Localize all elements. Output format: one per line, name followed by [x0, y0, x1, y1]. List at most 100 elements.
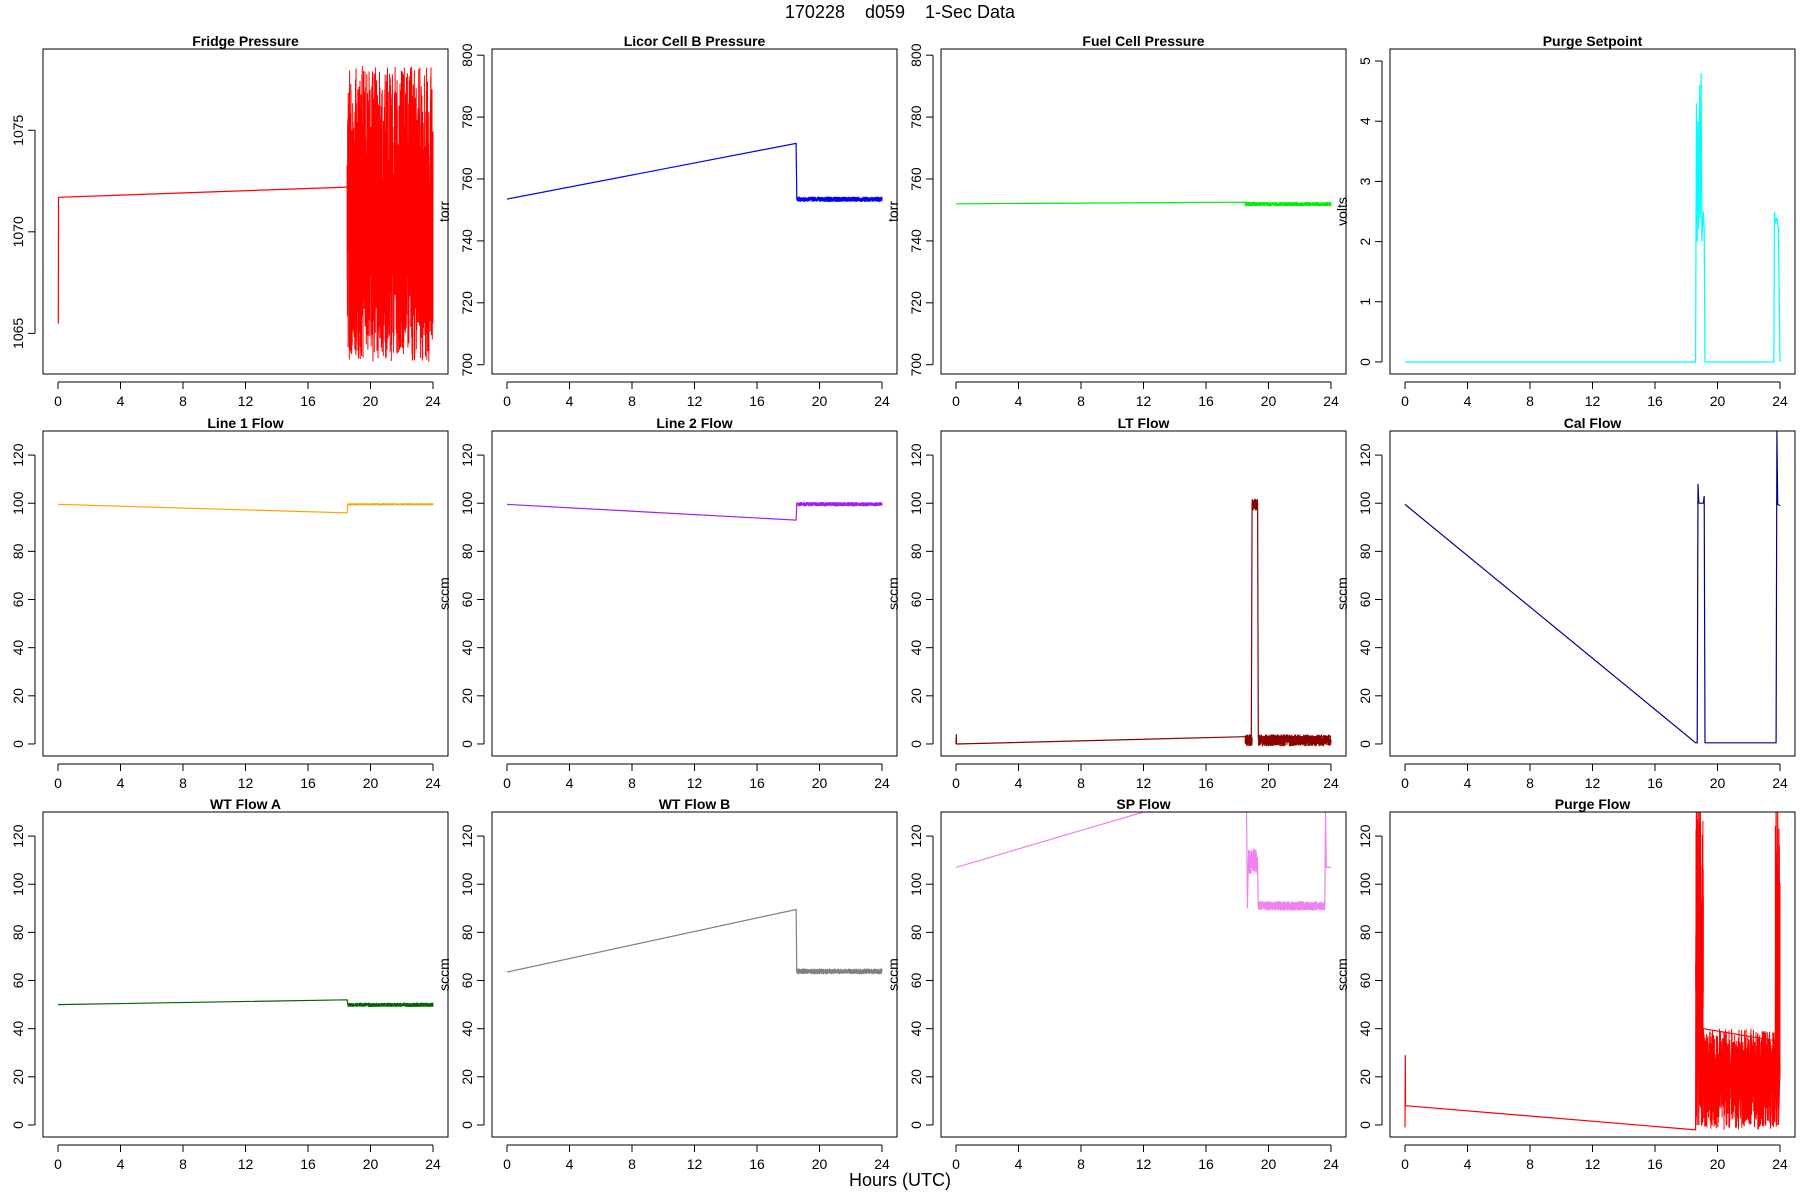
y-tick-label: 100: [908, 491, 924, 515]
x-tick-label: 8: [179, 775, 187, 791]
series-line: [57, 999, 433, 1006]
x-tick-label: 8: [1077, 775, 1085, 791]
y-tick-label: 0: [1357, 358, 1373, 366]
x-tick-label: 4: [117, 775, 125, 791]
y-tick-label: 3: [1357, 177, 1373, 185]
plot-frame: [42, 48, 449, 375]
y-tick-label: 100: [908, 872, 924, 896]
y-tick-label: 700: [908, 353, 924, 377]
y-axis-label: torr: [0, 201, 3, 222]
y-tick-label: 760: [459, 167, 475, 191]
y-tick-label: 120: [1357, 443, 1373, 467]
y-tick-label: 700: [459, 353, 475, 377]
x-tick-label: 12: [1136, 1156, 1152, 1172]
panel-title: WT Flow A: [210, 796, 281, 812]
x-tick-label: 12: [238, 393, 254, 409]
x-tick-label: 0: [503, 1156, 511, 1172]
x-tick-label: 24: [874, 775, 890, 791]
noise-band: [347, 1002, 434, 1008]
plot-frame: [42, 811, 449, 1138]
x-tick-label: 4: [1015, 775, 1023, 791]
series-group: [1404, 812, 1781, 1131]
x-tick-label: 12: [238, 775, 254, 791]
x-tick-label: 4: [1464, 393, 1472, 409]
x-tick-label: 4: [117, 393, 125, 409]
y-axis-label: sccm: [0, 958, 3, 991]
x-tick-label: 0: [503, 775, 511, 791]
y-tick-label: 80: [10, 543, 26, 559]
y-axis-label: sccm: [0, 577, 3, 610]
y-tick-label: 800: [459, 43, 475, 67]
x-tick-label: 16: [300, 393, 316, 409]
y-tick-label: 60: [908, 973, 924, 989]
y-tick-label: 40: [908, 1021, 924, 1037]
x-tick-label: 8: [179, 393, 187, 409]
series-group: [1404, 431, 1781, 744]
x-tick-label: 24: [425, 393, 441, 409]
x-tick-label: 12: [1136, 393, 1152, 409]
series-group: [955, 201, 1332, 207]
y-tick-label: 20: [1357, 688, 1373, 704]
series-line: [955, 502, 1331, 745]
y-tick-label: 60: [1357, 592, 1373, 608]
y-tick-label: 20: [459, 688, 475, 704]
y-tick-label: 20: [908, 688, 924, 704]
y-tick-label: 20: [459, 1069, 475, 1085]
y-axis-label: sccm: [436, 958, 452, 991]
y-tick-label: 0: [908, 1121, 924, 1129]
y-tick-label: 120: [459, 824, 475, 848]
x-tick-label: 20: [1261, 393, 1277, 409]
x-tick-label: 4: [1015, 1156, 1023, 1172]
x-tick-label: 4: [1464, 775, 1472, 791]
y-tick-label: 60: [10, 973, 26, 989]
x-tick-label: 8: [1526, 775, 1534, 791]
y-tick-label: 0: [1357, 740, 1373, 748]
y-tick-label: 20: [1357, 1069, 1373, 1085]
plot-frame: [491, 811, 898, 1138]
noise-band: [346, 65, 434, 362]
x-tick-label: 20: [1710, 775, 1726, 791]
x-tick-label: 8: [1077, 393, 1085, 409]
x-tick-label: 0: [952, 775, 960, 791]
x-axis-title: Hours (UTC): [849, 1170, 951, 1190]
x-tick-label: 24: [1323, 775, 1339, 791]
x-tick-label: 20: [1261, 1156, 1277, 1172]
series-group: [57, 502, 434, 514]
x-tick-label: 20: [363, 775, 379, 791]
series-line: [955, 812, 1331, 909]
series-group: [506, 142, 883, 202]
y-tick-label: 40: [1357, 1021, 1373, 1037]
panel-title: Purge Setpoint: [1543, 33, 1643, 49]
x-tick-label: 20: [812, 1156, 828, 1172]
series-group: [57, 65, 434, 362]
x-tick-label: 4: [117, 1156, 125, 1172]
series-line: [1404, 431, 1781, 744]
x-tick-label: 20: [1710, 393, 1726, 409]
y-axis-label: volts: [1334, 197, 1350, 226]
x-tick-label: 16: [749, 775, 765, 791]
noise-band: [1247, 848, 1259, 875]
x-tick-label: 12: [1585, 393, 1601, 409]
x-tick-label: 16: [1198, 775, 1214, 791]
series-line: [1404, 812, 1781, 1131]
y-tick-label: 100: [10, 491, 26, 515]
x-tick-label: 4: [1464, 1156, 1472, 1172]
x-tick-label: 16: [1647, 775, 1663, 791]
plot-frame: [1389, 430, 1796, 757]
y-tick-label: 20: [10, 688, 26, 704]
x-tick-label: 20: [1710, 1156, 1726, 1172]
y-tick-label: 780: [908, 105, 924, 129]
x-tick-label: 12: [687, 393, 703, 409]
y-axis-label: sccm: [436, 577, 452, 610]
y-tick-label: 740: [908, 229, 924, 253]
y-tick-label: 20: [10, 1069, 26, 1085]
x-tick-label: 4: [1015, 393, 1023, 409]
y-tick-label: 0: [10, 1121, 26, 1129]
series-group: [506, 501, 883, 521]
series-line: [506, 142, 883, 202]
y-tick-label: 60: [459, 592, 475, 608]
series-group: [506, 908, 883, 975]
y-tick-label: 0: [1357, 1121, 1373, 1129]
panel-title: SP Flow: [1116, 796, 1170, 812]
x-tick-label: 16: [1198, 1156, 1214, 1172]
